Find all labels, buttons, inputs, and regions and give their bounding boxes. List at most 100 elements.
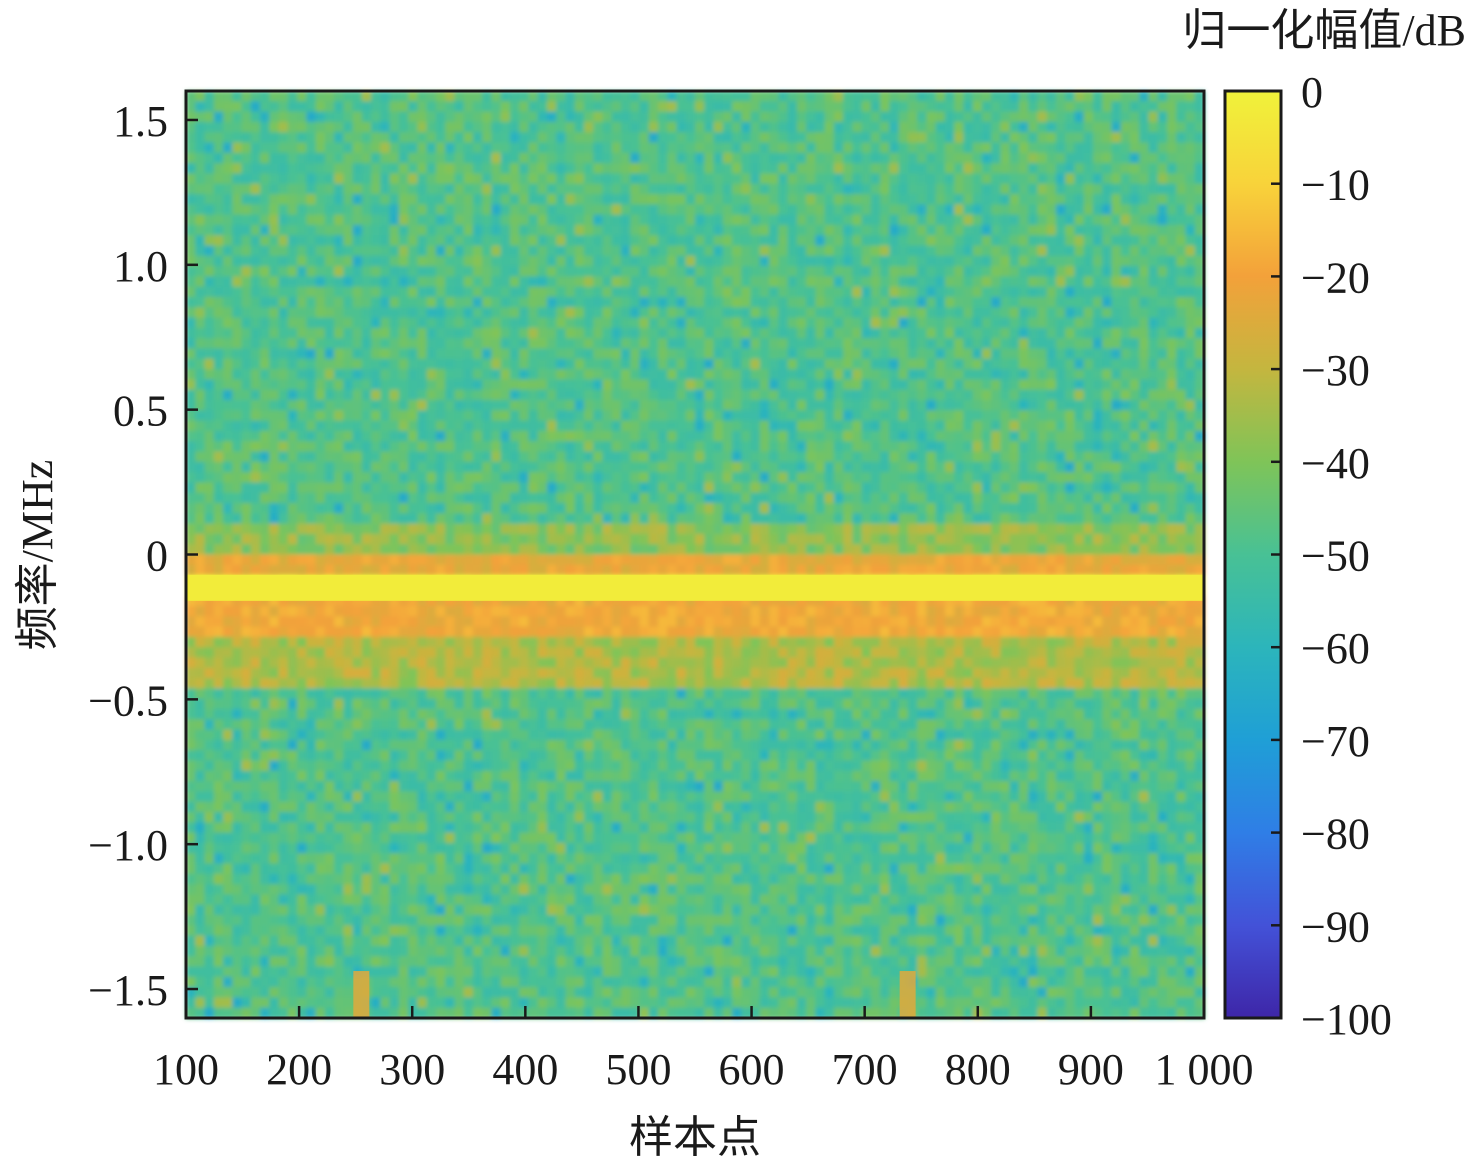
heatmap-cell bbox=[1102, 503, 1113, 515]
heatmap-cell bbox=[732, 348, 743, 360]
heatmap-cell bbox=[1000, 513, 1011, 525]
heatmap-cell bbox=[1028, 358, 1039, 370]
heatmap-cell bbox=[935, 327, 946, 339]
heatmap-cell bbox=[1092, 523, 1103, 535]
heatmap-cell bbox=[380, 194, 391, 206]
heatmap-cell bbox=[213, 513, 224, 525]
heatmap-cell bbox=[297, 255, 308, 267]
heatmap-cell bbox=[741, 142, 752, 154]
heatmap-cell bbox=[250, 533, 261, 545]
heatmap-cell bbox=[454, 173, 465, 185]
heatmap-cell bbox=[1111, 451, 1122, 463]
heatmap-cell bbox=[870, 544, 881, 556]
heatmap-cell bbox=[852, 245, 863, 257]
heatmap-cell bbox=[704, 194, 715, 206]
heatmap-cell bbox=[1065, 338, 1076, 350]
heatmap-cell bbox=[1166, 523, 1178, 535]
heatmap-cell bbox=[1083, 369, 1094, 381]
heatmap-cell bbox=[843, 142, 854, 154]
heatmap-cell bbox=[769, 91, 780, 103]
heatmap-cell bbox=[759, 369, 770, 381]
heatmap-cell bbox=[806, 441, 817, 453]
heatmap-cell bbox=[1166, 513, 1178, 525]
heatmap-cell bbox=[833, 173, 844, 185]
heatmap-cell bbox=[1111, 503, 1122, 515]
heatmap-cell bbox=[1009, 297, 1020, 309]
heatmap-cell bbox=[1028, 503, 1039, 515]
heatmap-cell bbox=[981, 194, 992, 206]
heatmap-cell bbox=[1120, 111, 1131, 123]
heatmap-cell bbox=[991, 183, 1002, 195]
heatmap-cell bbox=[593, 214, 604, 226]
heatmap-cell bbox=[1111, 266, 1122, 278]
heatmap-cell bbox=[648, 441, 659, 453]
heatmap-cell bbox=[852, 492, 863, 504]
heatmap-cell bbox=[213, 503, 224, 515]
heatmap-cell bbox=[371, 101, 382, 113]
heatmap-cell bbox=[824, 523, 835, 535]
heatmap-cell bbox=[1194, 338, 1205, 350]
heatmap-cell bbox=[935, 204, 946, 216]
heatmap-cell bbox=[417, 554, 428, 566]
heatmap-cell bbox=[1176, 420, 1187, 432]
heatmap-cell bbox=[398, 369, 409, 381]
heatmap-cell bbox=[398, 358, 409, 370]
heatmap-cell bbox=[408, 430, 419, 442]
heatmap-cell bbox=[204, 400, 215, 412]
heatmap-cell bbox=[537, 441, 548, 453]
heatmap-cell bbox=[380, 297, 391, 309]
heatmap-cell bbox=[593, 91, 604, 103]
heatmap-cell bbox=[833, 194, 844, 206]
heatmap-cell bbox=[769, 533, 780, 545]
heatmap-cell bbox=[213, 214, 224, 226]
heatmap-cell bbox=[297, 379, 308, 391]
heatmap-cell bbox=[796, 482, 807, 494]
heatmap-cell bbox=[343, 183, 354, 195]
heatmap-cell bbox=[1102, 482, 1113, 494]
heatmap-cell bbox=[620, 286, 632, 298]
heatmap-cell bbox=[380, 492, 391, 504]
heatmap-cell bbox=[870, 420, 881, 432]
heatmap-cell bbox=[880, 400, 891, 412]
heatmap-cell bbox=[713, 132, 724, 144]
heatmap-cell bbox=[417, 358, 428, 370]
heatmap-cell bbox=[260, 451, 271, 463]
heatmap-cell bbox=[574, 101, 585, 113]
heatmap-cell bbox=[361, 214, 372, 226]
heatmap-cell bbox=[750, 492, 761, 504]
heatmap-cell bbox=[1194, 400, 1205, 412]
heatmap-cell bbox=[1009, 255, 1020, 267]
heatmap-cell bbox=[1092, 472, 1103, 484]
heatmap-cell bbox=[519, 482, 530, 494]
heatmap-cell bbox=[704, 224, 715, 236]
heatmap-cell bbox=[732, 410, 743, 422]
heatmap-cell bbox=[463, 276, 474, 288]
heatmap-cell bbox=[334, 245, 345, 257]
heatmap-cell bbox=[241, 348, 252, 360]
heatmap-cell bbox=[509, 307, 520, 319]
heatmap-cell bbox=[250, 286, 261, 298]
heatmap-cell bbox=[1185, 369, 1196, 381]
heatmap-cell bbox=[426, 482, 437, 494]
heatmap-cell bbox=[1074, 307, 1085, 319]
heatmap-cell bbox=[583, 400, 594, 412]
heatmap-cell bbox=[1018, 286, 1029, 298]
heatmap-cell bbox=[769, 276, 780, 288]
heatmap-cell bbox=[519, 183, 530, 195]
heatmap-cell bbox=[852, 276, 863, 288]
heatmap-cell bbox=[1055, 358, 1066, 370]
heatmap-cell bbox=[787, 91, 798, 103]
heatmap-cell bbox=[1046, 183, 1057, 195]
heatmap-cell bbox=[491, 420, 502, 432]
heatmap-cell bbox=[843, 461, 854, 473]
heatmap-cell bbox=[1129, 503, 1141, 515]
heatmap-cell bbox=[806, 503, 817, 515]
heatmap-cell bbox=[250, 358, 261, 370]
heatmap-cell bbox=[519, 533, 530, 545]
heatmap-cell bbox=[1037, 358, 1048, 370]
heatmap-cell bbox=[583, 513, 594, 525]
heatmap-cell bbox=[1129, 410, 1141, 422]
heatmap-cell bbox=[260, 286, 271, 298]
heatmap-cell bbox=[324, 194, 335, 206]
heatmap-cell bbox=[722, 152, 733, 164]
